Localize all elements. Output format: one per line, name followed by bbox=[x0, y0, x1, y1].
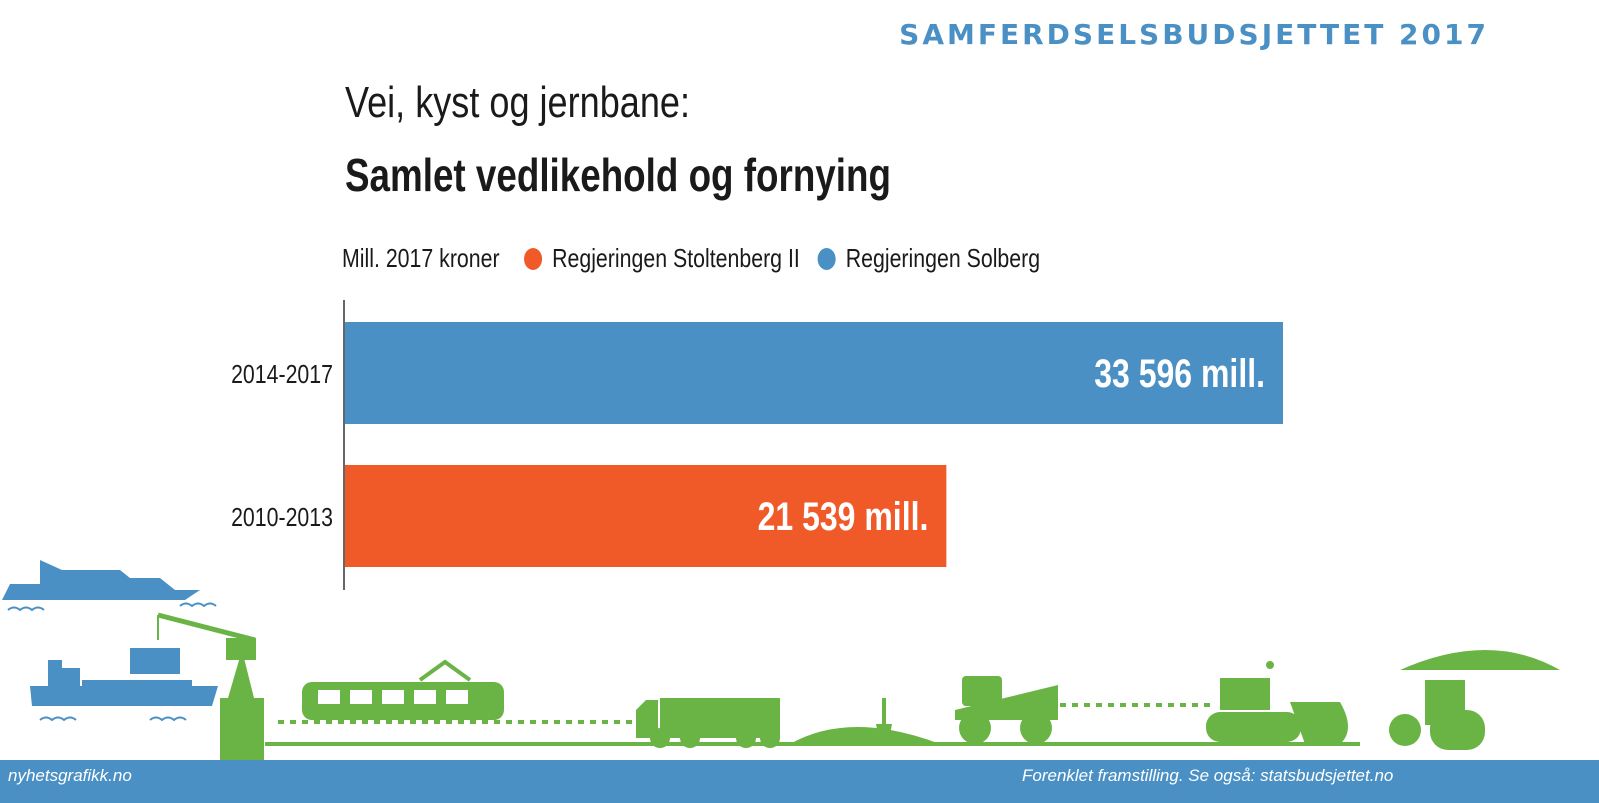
gravel-pile-icon bbox=[790, 727, 940, 744]
legend-label-stoltenberg: Regjeringen Stoltenberg II bbox=[552, 243, 800, 273]
harbor-crane-icon bbox=[157, 612, 264, 760]
tram-icon bbox=[302, 659, 504, 720]
value-label-2014-2017: 33 596 mill. bbox=[1094, 351, 1265, 396]
road-roller-icon bbox=[1389, 650, 1560, 750]
legend-label-solberg: Regjeringen Solberg bbox=[845, 243, 1041, 273]
legend-swatch-solberg bbox=[817, 247, 836, 270]
legend-item-stoltenberg: Regjeringen Stoltenberg II bbox=[524, 243, 800, 274]
unit-label: Mill. 2017 kroner bbox=[342, 243, 500, 273]
credit-text: nyhetsgrafikk.no bbox=[8, 766, 132, 785]
chart-title-line1: Vei, kyst og jernbane: bbox=[345, 78, 690, 127]
dump-truck-icon bbox=[955, 676, 1058, 744]
category-label-2014-2017: 2014-2017 bbox=[231, 360, 333, 390]
shovel-icon bbox=[876, 698, 892, 740]
bulldozer-icon bbox=[1206, 661, 1348, 744]
ferry-icon bbox=[2, 560, 217, 612]
kicker-heading: SAMFERDSELSBUDSJETTET 2017 bbox=[899, 18, 1489, 51]
transport-illustration bbox=[2, 560, 1560, 760]
category-label-2010-2013: 2010-2013 bbox=[231, 503, 333, 533]
container-ship-icon bbox=[30, 648, 218, 722]
bar-2014-2017 bbox=[345, 322, 1283, 424]
footer-bar: nyhetsgrafikk.no Forenklet framstilling.… bbox=[0, 760, 1599, 803]
chart-title-line2: Samlet vedlikehold og fornying bbox=[345, 149, 891, 201]
legend: Mill. 2017 kroner Regjeringen Stoltenber… bbox=[342, 243, 1058, 274]
truck-icon bbox=[636, 698, 780, 748]
legend-swatch-stoltenberg bbox=[524, 247, 543, 270]
bar-chart: 2014-2017 33 596 mill. 2010-2013 21 539 mil… bbox=[231, 300, 1283, 590]
value-label-2010-2013: 21 539 mill. bbox=[758, 494, 929, 539]
footnote-text: Forenklet framstilling. Se også: statsbu… bbox=[1022, 766, 1394, 785]
legend-item-solberg: Regjeringen Solberg bbox=[817, 243, 1041, 274]
bar-2010-2013 bbox=[345, 465, 947, 567]
